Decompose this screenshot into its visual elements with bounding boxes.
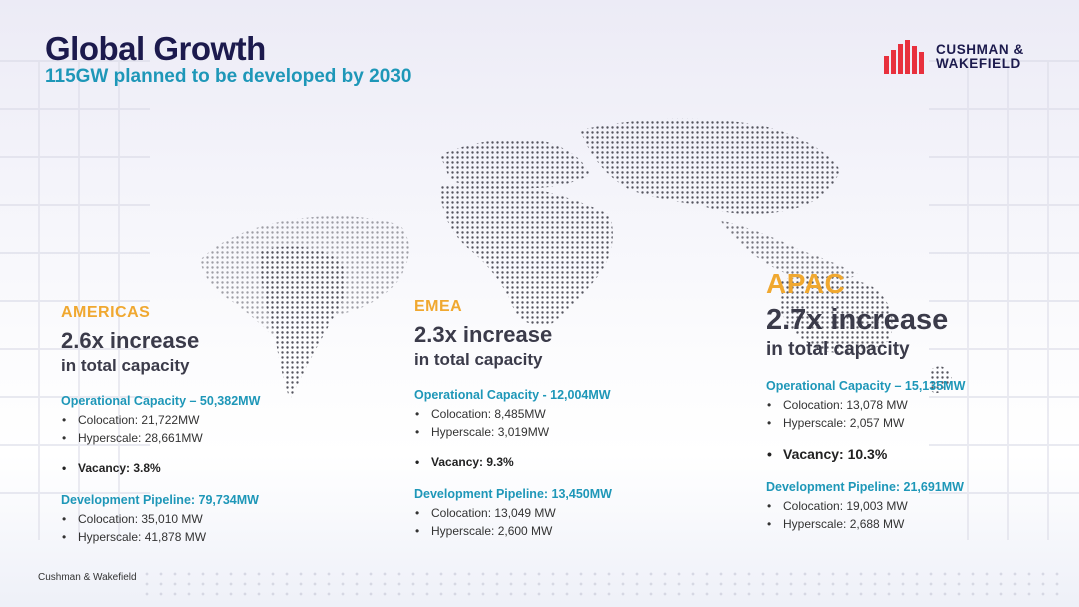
map-africa (440, 183, 613, 326)
list-item: Hyperscale: 2,688 MW (766, 515, 1056, 533)
map-asia (580, 118, 840, 214)
region-emea: EMEA 2.3x increase in total capacity Ope… (414, 298, 694, 540)
development-pipeline-title: Development Pipeline: 21,691MW (766, 480, 964, 494)
development-pipeline-list: Colocation: 19,003 MW Hyperscale: 2,688 … (766, 497, 1056, 533)
footer-copyright: Cushman & Wakefield (38, 572, 137, 583)
operational-capacity-list: Colocation: 8,485MW Hyperscale: 3,019MW (414, 405, 694, 441)
map-new-zealand (930, 366, 952, 394)
cushman-wakefield-logo: CUSHMAN & WAKEFIELD (884, 40, 1024, 74)
list-item: Colocation: 8,485MW (414, 405, 694, 423)
logo-line1: CUSHMAN & (936, 42, 1024, 57)
decorative-dot-band (140, 569, 1059, 599)
region-name: EMEA (414, 298, 463, 315)
list-item: Colocation: 13,078 MW (766, 396, 1056, 414)
vacancy-rate: Vacancy: 10.3% (766, 446, 1056, 462)
list-item: Colocation: 21,722MW (61, 411, 341, 429)
region-name: AMERICAS (61, 304, 151, 321)
development-pipeline-title: Development Pipeline: 79,734MW (61, 493, 259, 507)
development-pipeline-title: Development Pipeline: 13,450MW (414, 487, 612, 501)
vacancy-rate: Vacancy: 9.3% (414, 455, 694, 469)
background-server-racks-left (0, 60, 150, 540)
region-apac: APAC 2.7x increase in total capacity Ope… (766, 268, 1056, 533)
list-item: Hyperscale: 41,878 MW (61, 528, 341, 546)
development-pipeline-list: Colocation: 35,010 MW Hyperscale: 41,878… (61, 510, 341, 546)
region-americas: AMERICAS 2.6x increase in total capacity… (61, 304, 341, 546)
region-subline: in total capacity (61, 356, 190, 375)
map-southeast-asia (720, 220, 860, 280)
list-item: Hyperscale: 28,661MW (61, 429, 341, 447)
region-headline: 2.3x increase (414, 322, 553, 347)
world-map-dotted (200, 118, 952, 400)
operational-capacity-title: Operational Capacity - 12,004MW (414, 388, 611, 402)
building-bars-icon (884, 40, 924, 74)
list-item: Colocation: 35,010 MW (61, 510, 341, 528)
region-subline: in total capacity (766, 339, 910, 360)
operational-capacity-title: Operational Capacity – 15,135MW (766, 379, 966, 393)
map-south-america (260, 246, 347, 400)
operational-capacity-list: Colocation: 21,722MW Hyperscale: 28,661M… (61, 411, 341, 447)
region-name: APAC (766, 268, 846, 299)
vacancy-rate: Vacancy: 3.8% (61, 461, 341, 475)
list-item: Hyperscale: 2,057 MW (766, 414, 1056, 432)
list-item: Hyperscale: 2,600 MW (414, 522, 694, 540)
list-item: Colocation: 19,003 MW (766, 497, 1056, 515)
page-subtitle: 115GW planned to be developed by 2030 (45, 66, 412, 87)
operational-capacity-title: Operational Capacity – 50,382MW (61, 394, 261, 408)
region-subline: in total capacity (414, 350, 543, 369)
map-europe (440, 139, 590, 189)
map-australia (780, 276, 893, 354)
list-item: Hyperscale: 3,019MW (414, 423, 694, 441)
logo-line2: WAKEFIELD (936, 56, 1021, 71)
region-headline: 2.7x increase (766, 304, 949, 336)
list-item: Colocation: 13,049 MW (414, 504, 694, 522)
operational-capacity-list: Colocation: 13,078 MW Hyperscale: 2,057 … (766, 396, 1056, 432)
page-title: Global Growth (45, 30, 266, 67)
region-headline: 2.6x increase (61, 328, 200, 353)
development-pipeline-list: Colocation: 13,049 MW Hyperscale: 2,600 … (414, 504, 694, 540)
